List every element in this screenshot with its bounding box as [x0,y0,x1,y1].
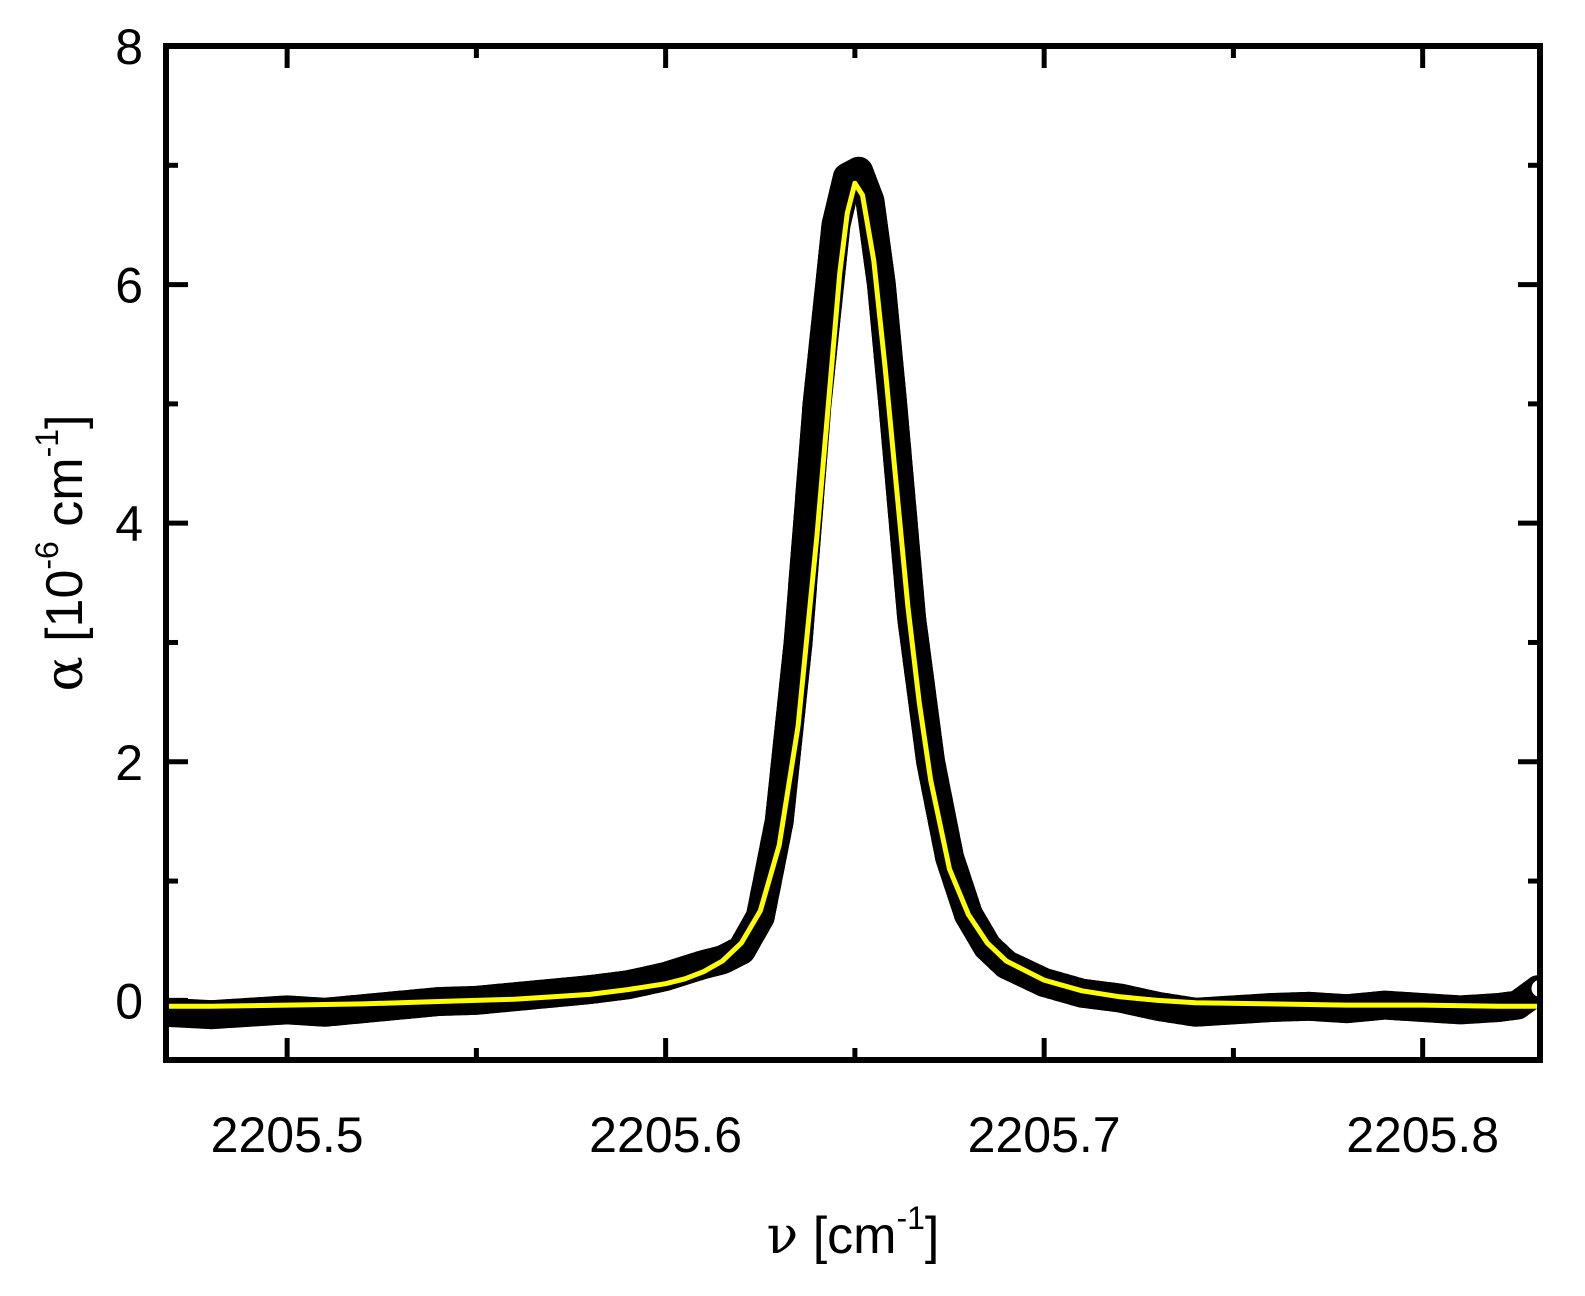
y-tick-label: 2 [115,735,143,791]
x-axis-label-sup: -1 [896,1200,924,1236]
x-axis-label: ν [cm-1] [767,1200,940,1266]
x-tick-label: 2205.5 [211,1107,364,1163]
x-tick-label: 2205.7 [968,1107,1121,1163]
x-axis-label-close: ] [925,1207,939,1265]
ticks-layer [166,43,1540,1060]
x-axis-label-open: [cm [798,1207,896,1265]
y-axis-label: α [10-6 cm-1] [29,415,95,692]
y-axis-label-symbol: α [35,656,95,691]
y-tick-label: 8 [115,19,143,75]
x-axis-label-symbol: ν [767,1206,799,1266]
y-axis-label-close: ] [36,415,94,429]
x-tick-label: 2205.8 [1346,1107,1499,1163]
y-tick-label: 6 [115,258,143,314]
y-tick-label: 4 [115,496,143,552]
y-axis-label-sup1: -6 [29,541,65,569]
y-tick-label: 0 [115,973,143,1029]
y-axis-label-open: [10 [36,570,94,657]
series-1-line [166,180,1540,1009]
y-axis-label-mid: cm [36,457,94,541]
data-layer [166,156,1540,1030]
y-axis-label-sup2: -1 [29,429,65,457]
tick-labels-layer: 2205.5 2205.6 2205.7 2205.8 0 2 4 6 8 [115,19,1499,1163]
x-tick-label: 2205.6 [589,1107,742,1163]
series-0-markers [166,156,1540,1030]
